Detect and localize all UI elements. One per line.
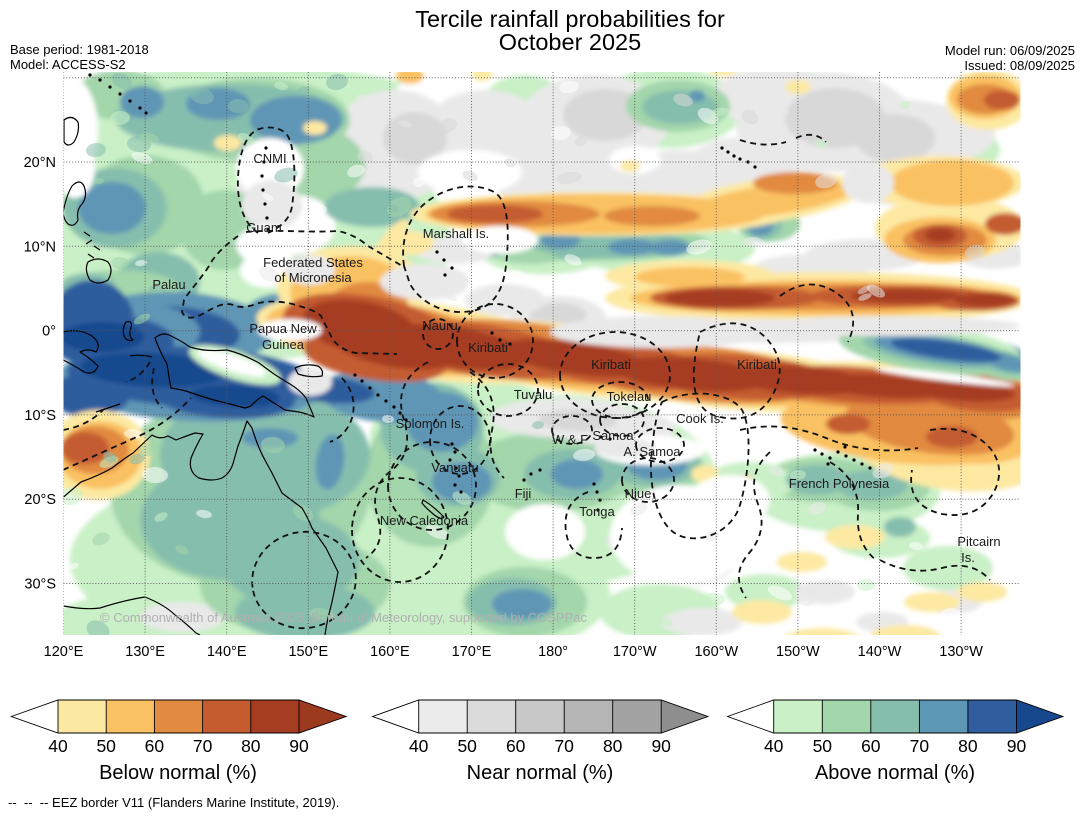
svg-text:50: 50 [96,736,116,756]
svg-text:Samoa: Samoa [592,428,634,443]
svg-text:60: 60 [506,736,526,756]
svg-text:50: 50 [457,736,477,756]
svg-text:New Caledonia: New Caledonia [380,513,469,528]
svg-text:10°S: 10°S [24,408,56,424]
svg-text:170°E: 170°E [452,644,492,660]
svg-text:October 2025: October 2025 [499,29,641,55]
svg-text:Issued: 08/09/2025: Issued: 08/09/2025 [964,58,1075,73]
svg-text:Guam: Guam [246,220,281,235]
svg-text:Tercile rainfall probabilities: Tercile rainfall probabilities for [415,6,725,32]
svg-text:60: 60 [145,736,165,756]
svg-text:70: 70 [554,736,574,756]
svg-text:Niue: Niue [625,486,652,501]
svg-text:Model run: 06/09/2025: Model run: 06/09/2025 [945,43,1075,58]
svg-text:80: 80 [603,736,623,756]
svg-text:Tuvalu: Tuvalu [514,387,553,402]
svg-text:© Commonwealth of Australia 20: © Commonwealth of Australia 2025, Bureau… [100,610,587,625]
svg-text:10°N: 10°N [24,239,56,255]
svg-text:170°W: 170°W [613,644,657,660]
svg-text:A. Samoa: A. Samoa [623,444,681,459]
svg-text:Kiribati: Kiribati [737,357,777,372]
svg-text:Marshall Is.: Marshall Is. [423,226,489,241]
svg-text:Above normal (%): Above normal (%) [815,762,975,784]
svg-text:Kiribati: Kiribati [468,340,508,355]
svg-text:60: 60 [861,736,881,756]
svg-text:0°: 0° [42,324,56,340]
svg-text:120°E: 120°E [44,644,84,660]
svg-text:90: 90 [289,736,309,756]
svg-text:30°S: 30°S [24,577,56,593]
svg-text:90: 90 [1007,736,1027,756]
svg-text:Nauru: Nauru [422,318,457,333]
svg-text:Federated States: Federated States [263,255,363,270]
svg-text:160°W: 160°W [694,644,738,660]
svg-text:Vanuatu: Vanuatu [431,460,478,475]
svg-text:Tonga: Tonga [579,504,615,519]
svg-text:90: 90 [651,736,671,756]
svg-text:150°W: 150°W [776,644,820,660]
svg-text:Cook Is.: Cook Is. [676,411,724,426]
svg-text:Is.: Is. [961,550,975,565]
svg-text:40: 40 [48,736,68,756]
svg-text:150°E: 150°E [288,644,328,660]
svg-text:70: 70 [910,736,930,756]
svg-text:W & F: W & F [552,432,588,447]
svg-text:Base period: 1981-2018: Base period: 1981-2018 [10,42,149,57]
svg-text:Fiji: Fiji [515,486,532,501]
svg-text:-- -- -- EEZ border V11 (Fla: -- -- -- EEZ border V11 (Flanders Marine… [8,795,339,810]
svg-text:CNMI: CNMI [253,151,286,166]
svg-text:of Micronesia: of Micronesia [274,270,352,285]
svg-text:70: 70 [193,736,213,756]
svg-text:Near normal (%): Near normal (%) [467,762,614,784]
svg-text:130°E: 130°E [125,644,165,660]
svg-text:French Polynesia: French Polynesia [789,476,890,491]
svg-text:50: 50 [813,736,833,756]
svg-text:Guinea: Guinea [262,337,305,352]
svg-text:140°W: 140°W [858,644,902,660]
svg-text:Tokelau: Tokelau [607,389,652,404]
svg-text:Solomon Is.: Solomon Is. [396,416,465,431]
svg-text:20°S: 20°S [24,492,56,508]
svg-text:160°E: 160°E [370,644,410,660]
svg-text:20°N: 20°N [24,155,56,171]
svg-text:Pitcairn: Pitcairn [957,534,1000,549]
svg-text:40: 40 [409,736,429,756]
svg-text:80: 80 [241,736,261,756]
svg-text:80: 80 [958,736,978,756]
svg-text:180°: 180° [538,644,568,660]
svg-text:40: 40 [764,736,784,756]
svg-text:130°W: 130°W [939,644,983,660]
svg-text:Below normal (%): Below normal (%) [99,762,257,784]
svg-text:Papua New: Papua New [249,321,317,336]
svg-text:Palau: Palau [152,277,185,292]
svg-text:Kiribati: Kiribati [591,357,631,372]
svg-text:Model: ACCESS-S2: Model: ACCESS-S2 [10,57,126,72]
svg-text:140°E: 140°E [207,644,247,660]
